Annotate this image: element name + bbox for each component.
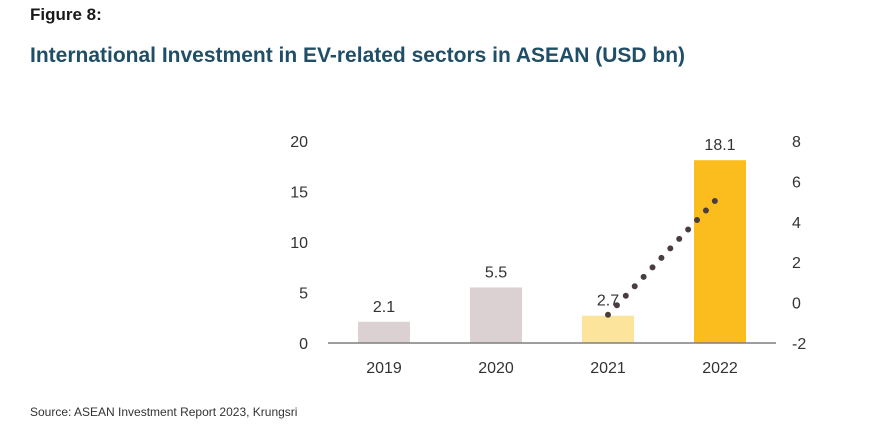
- bar-2019: [358, 321, 410, 343]
- x-tick-label-2021: 2021: [590, 360, 626, 377]
- bar-2021: [582, 315, 634, 343]
- data-label-2019: 2.1: [373, 299, 395, 316]
- data-label-2021: 2.7: [597, 293, 619, 310]
- x-tick-label-2019: 2019: [366, 360, 402, 377]
- line-series: [605, 192, 723, 318]
- y-tick-label: 5: [299, 286, 308, 303]
- data-label-2020: 5.5: [485, 264, 507, 281]
- figure-label: Figure 8:: [30, 5, 102, 24]
- y-tick-label: 15: [290, 185, 308, 202]
- y-tick-label: 0: [299, 336, 308, 353]
- y-tick-label: 10: [290, 235, 308, 252]
- y2-tick-label: 8: [792, 134, 801, 151]
- bar-2022: [694, 160, 746, 343]
- x-tick-label-2020: 2020: [478, 360, 514, 377]
- data-label-2022: 18.1: [704, 137, 735, 154]
- y-tick-label: 20: [290, 134, 308, 151]
- x-tick-label-2022: 2022: [702, 360, 738, 377]
- y2-tick-label: 6: [792, 174, 801, 191]
- y2-tick-label: 4: [792, 215, 801, 232]
- source-note: Source: ASEAN Investment Report 2023, Kr…: [30, 405, 298, 419]
- chart-title: International Investment in EV-related s…: [30, 44, 686, 67]
- y2-tick-label: 2: [792, 255, 801, 272]
- y2-tick-label: -2: [792, 336, 806, 353]
- y2-tick-label: 0: [792, 296, 801, 313]
- bar-2020: [470, 287, 522, 343]
